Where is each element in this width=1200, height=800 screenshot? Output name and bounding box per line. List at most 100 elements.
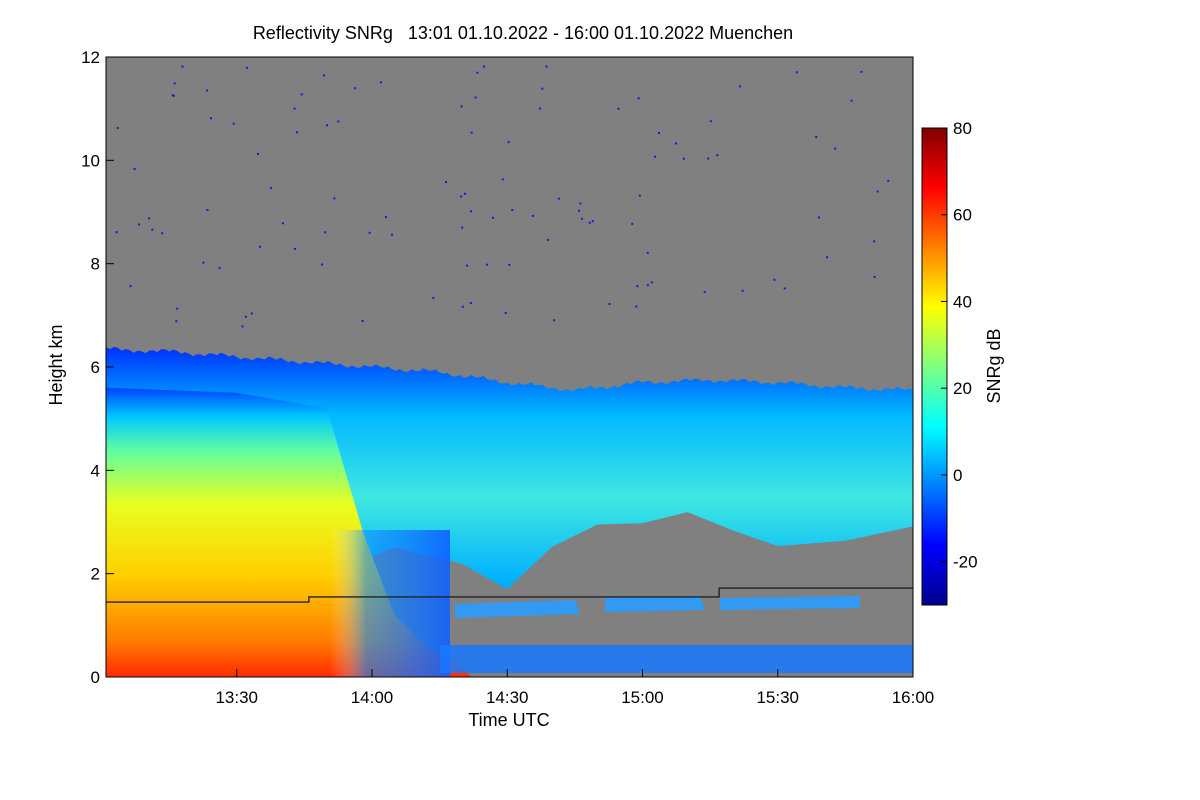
noise-speckle <box>281 222 284 225</box>
x-tick-label: 13:30 <box>215 688 258 707</box>
noise-speckle <box>474 96 477 99</box>
noise-speckle <box>269 187 272 190</box>
noise-speckle <box>580 217 583 220</box>
noise-speckle <box>860 70 863 73</box>
noise-speckle <box>337 120 340 123</box>
noise-speckle <box>470 131 473 134</box>
x-axis: 13:30 14:00 14:30 15:00 15:30 16:00 <box>215 669 934 707</box>
low-level-echo-band <box>440 645 913 673</box>
noise-speckle <box>470 210 473 213</box>
noise-speckle <box>368 231 371 234</box>
noise-speckle <box>241 325 244 328</box>
x-tick-label: 15:30 <box>756 688 799 707</box>
noise-speckle <box>579 202 582 205</box>
noise-speckle <box>115 231 118 234</box>
noise-speckle <box>461 305 464 308</box>
noise-speckle <box>508 263 511 266</box>
noise-speckle <box>294 247 296 250</box>
noise-speckle <box>876 190 879 193</box>
noise-speckle <box>826 256 829 259</box>
noise-speckle <box>675 142 677 145</box>
y-axis: 0 2 4 6 8 10 12 <box>81 48 114 687</box>
noise-speckle <box>333 197 336 200</box>
colorbar-tick-label: 80 <box>953 119 972 138</box>
noise-speckle <box>795 71 798 74</box>
y-tick-label: 10 <box>81 151 100 170</box>
noise-speckle <box>461 226 464 229</box>
y-tick-label: 12 <box>81 48 100 67</box>
colorbar-label: SNRg dB <box>984 328 1004 403</box>
noise-speckle <box>432 297 435 299</box>
y-tick-label: 6 <box>91 358 100 377</box>
noise-speckle <box>460 195 463 198</box>
noise-speckle <box>133 168 136 170</box>
noise-speckle <box>635 305 638 308</box>
noise-speckle <box>707 157 710 160</box>
noise-speckle <box>361 320 364 322</box>
lower-precipitation-fade <box>330 530 450 677</box>
noise-speckle <box>161 232 164 235</box>
noise-speckle <box>323 74 326 77</box>
noise-speckle <box>608 303 611 305</box>
noise-speckle <box>232 122 235 125</box>
boundary-layer-line <box>106 587 913 603</box>
noise-speckle <box>650 281 653 284</box>
noise-speckle <box>783 287 786 290</box>
noise-speckle <box>300 93 303 96</box>
noise-speckle <box>464 192 467 195</box>
noise-speckle <box>460 105 463 108</box>
noise-speckle <box>545 65 548 68</box>
noise-speckle <box>321 263 323 266</box>
noise-speckle <box>486 263 489 266</box>
noise-speckle <box>511 209 514 211</box>
noise-speckle <box>324 231 327 234</box>
noise-speckle <box>553 319 556 322</box>
noise-speckle <box>445 181 447 184</box>
noise-speckle <box>834 147 837 150</box>
x-tick-label: 16:00 <box>892 688 935 707</box>
mid-level-echo-layer <box>455 596 860 618</box>
noise-speckle <box>491 216 494 219</box>
noise-speckle <box>741 289 744 292</box>
y-tick-label: 2 <box>91 565 100 584</box>
noise-speckle <box>258 245 261 248</box>
colorbar-ticks: -20 0 20 40 60 80 <box>941 119 978 572</box>
noise-speckle <box>172 94 175 97</box>
noise-speckle <box>850 99 853 102</box>
noise-speckle <box>206 89 209 92</box>
noise-speckles <box>115 65 890 328</box>
noise-speckle <box>206 209 209 211</box>
noise-speckle <box>539 107 542 110</box>
noise-speckle <box>210 117 212 120</box>
noise-speckle <box>129 285 132 288</box>
noise-speckle <box>709 120 712 123</box>
noise-speckle <box>466 264 469 267</box>
noise-speckle <box>202 261 205 264</box>
noise-speckle <box>873 240 876 243</box>
y-axis-label: Height km <box>46 324 66 405</box>
noise-speckle <box>171 94 174 97</box>
x-tick-label: 15:00 <box>621 688 664 707</box>
noise-speckle <box>507 141 510 144</box>
noise-speckle <box>476 71 479 74</box>
noise-speckle <box>739 85 742 88</box>
noise-speckle <box>636 285 639 288</box>
y-tick-label: 0 <box>91 668 100 687</box>
chart-title: Reflectivity SNRg 13:01 01.10.2022 - 16:… <box>253 23 793 43</box>
y-tick-label: 4 <box>91 461 100 480</box>
noise-speckle <box>703 291 706 293</box>
noise-speckle <box>658 132 660 134</box>
noise-speckle <box>244 315 247 318</box>
noise-speckle <box>391 233 393 236</box>
noise-speckle <box>578 209 580 212</box>
noise-speckle <box>637 97 640 100</box>
noise-speckle <box>591 220 594 223</box>
noise-speckle <box>532 214 534 217</box>
noise-speckle <box>716 154 719 157</box>
noise-speckle <box>815 136 818 139</box>
noise-speckle <box>326 124 328 127</box>
colorbar-tick-label: -20 <box>953 553 978 572</box>
noise-speckle <box>483 65 486 68</box>
noise-speckle <box>504 312 507 314</box>
